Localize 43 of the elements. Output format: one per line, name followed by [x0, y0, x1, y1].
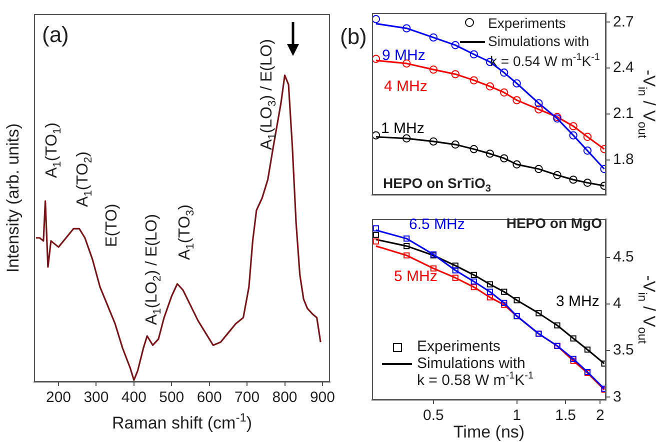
y-tick-label: 3.5 [613, 342, 634, 359]
y-tick-label: 4.5 [613, 248, 634, 266]
annotation: HEPO on MgO [506, 214, 602, 231]
x-tick-label: 300 [84, 389, 109, 406]
annotation: A1(TO2) [74, 152, 95, 207]
x-tick-label: 0.5 [423, 407, 444, 424]
annotation: A1(LO3) / E(LO) [258, 39, 279, 150]
annotation: Experiments [488, 14, 566, 31]
x-tick-label: 400 [121, 389, 146, 406]
annotation: E(TO) [103, 204, 120, 247]
series-label: 5 MHz [394, 268, 438, 286]
y-tick-label: 3 [613, 388, 622, 406]
x-tick-label: 800 [272, 389, 298, 406]
y-axis-title: -Vin / Vout [636, 70, 658, 139]
annotation: Experiments [417, 338, 500, 356]
y-axis-title: Intensity (arb. units) [4, 123, 23, 273]
y-tick-label: 2.4 [613, 59, 634, 76]
x-tick-label: 1.5 [555, 407, 576, 424]
text: (a) [42, 22, 69, 48]
x-tick-label: 600 [196, 389, 222, 406]
x-axis-title: Time (ns) [453, 422, 525, 442]
text: (b) [340, 24, 367, 50]
series-label: 4 MHz [384, 78, 428, 96]
y-tick-label: 4 [613, 295, 622, 312]
annotation: A1(LO2) / E(LO) [143, 214, 164, 325]
annotation: A1(TO3) [176, 204, 197, 260]
annotation: Simulations with [417, 355, 526, 372]
annotation: Simulations with [488, 32, 590, 49]
y-axis-title: -Vin / Vout [636, 275, 658, 344]
series-label: 9 MHz [382, 47, 426, 64]
y-tick-label: 2.1 [613, 105, 634, 122]
x-tick-label: 2 [596, 407, 604, 424]
x-tick-label: 1 [512, 407, 521, 424]
series-label: 1 MHz [381, 120, 424, 138]
x-tick-label: 200 [46, 389, 72, 406]
x-tick-label: 700 [234, 389, 260, 406]
y-tick-label: 1.8 [613, 150, 634, 168]
series-label: 6.5 MHz [409, 216, 465, 234]
x-tick-label: 900 [310, 389, 335, 406]
annotation: A1(TO1) [43, 122, 64, 178]
y-tick-label: 2.7 [613, 13, 634, 30]
x-tick-label: 500 [159, 389, 184, 406]
series-label: 3 MHz [556, 293, 600, 310]
